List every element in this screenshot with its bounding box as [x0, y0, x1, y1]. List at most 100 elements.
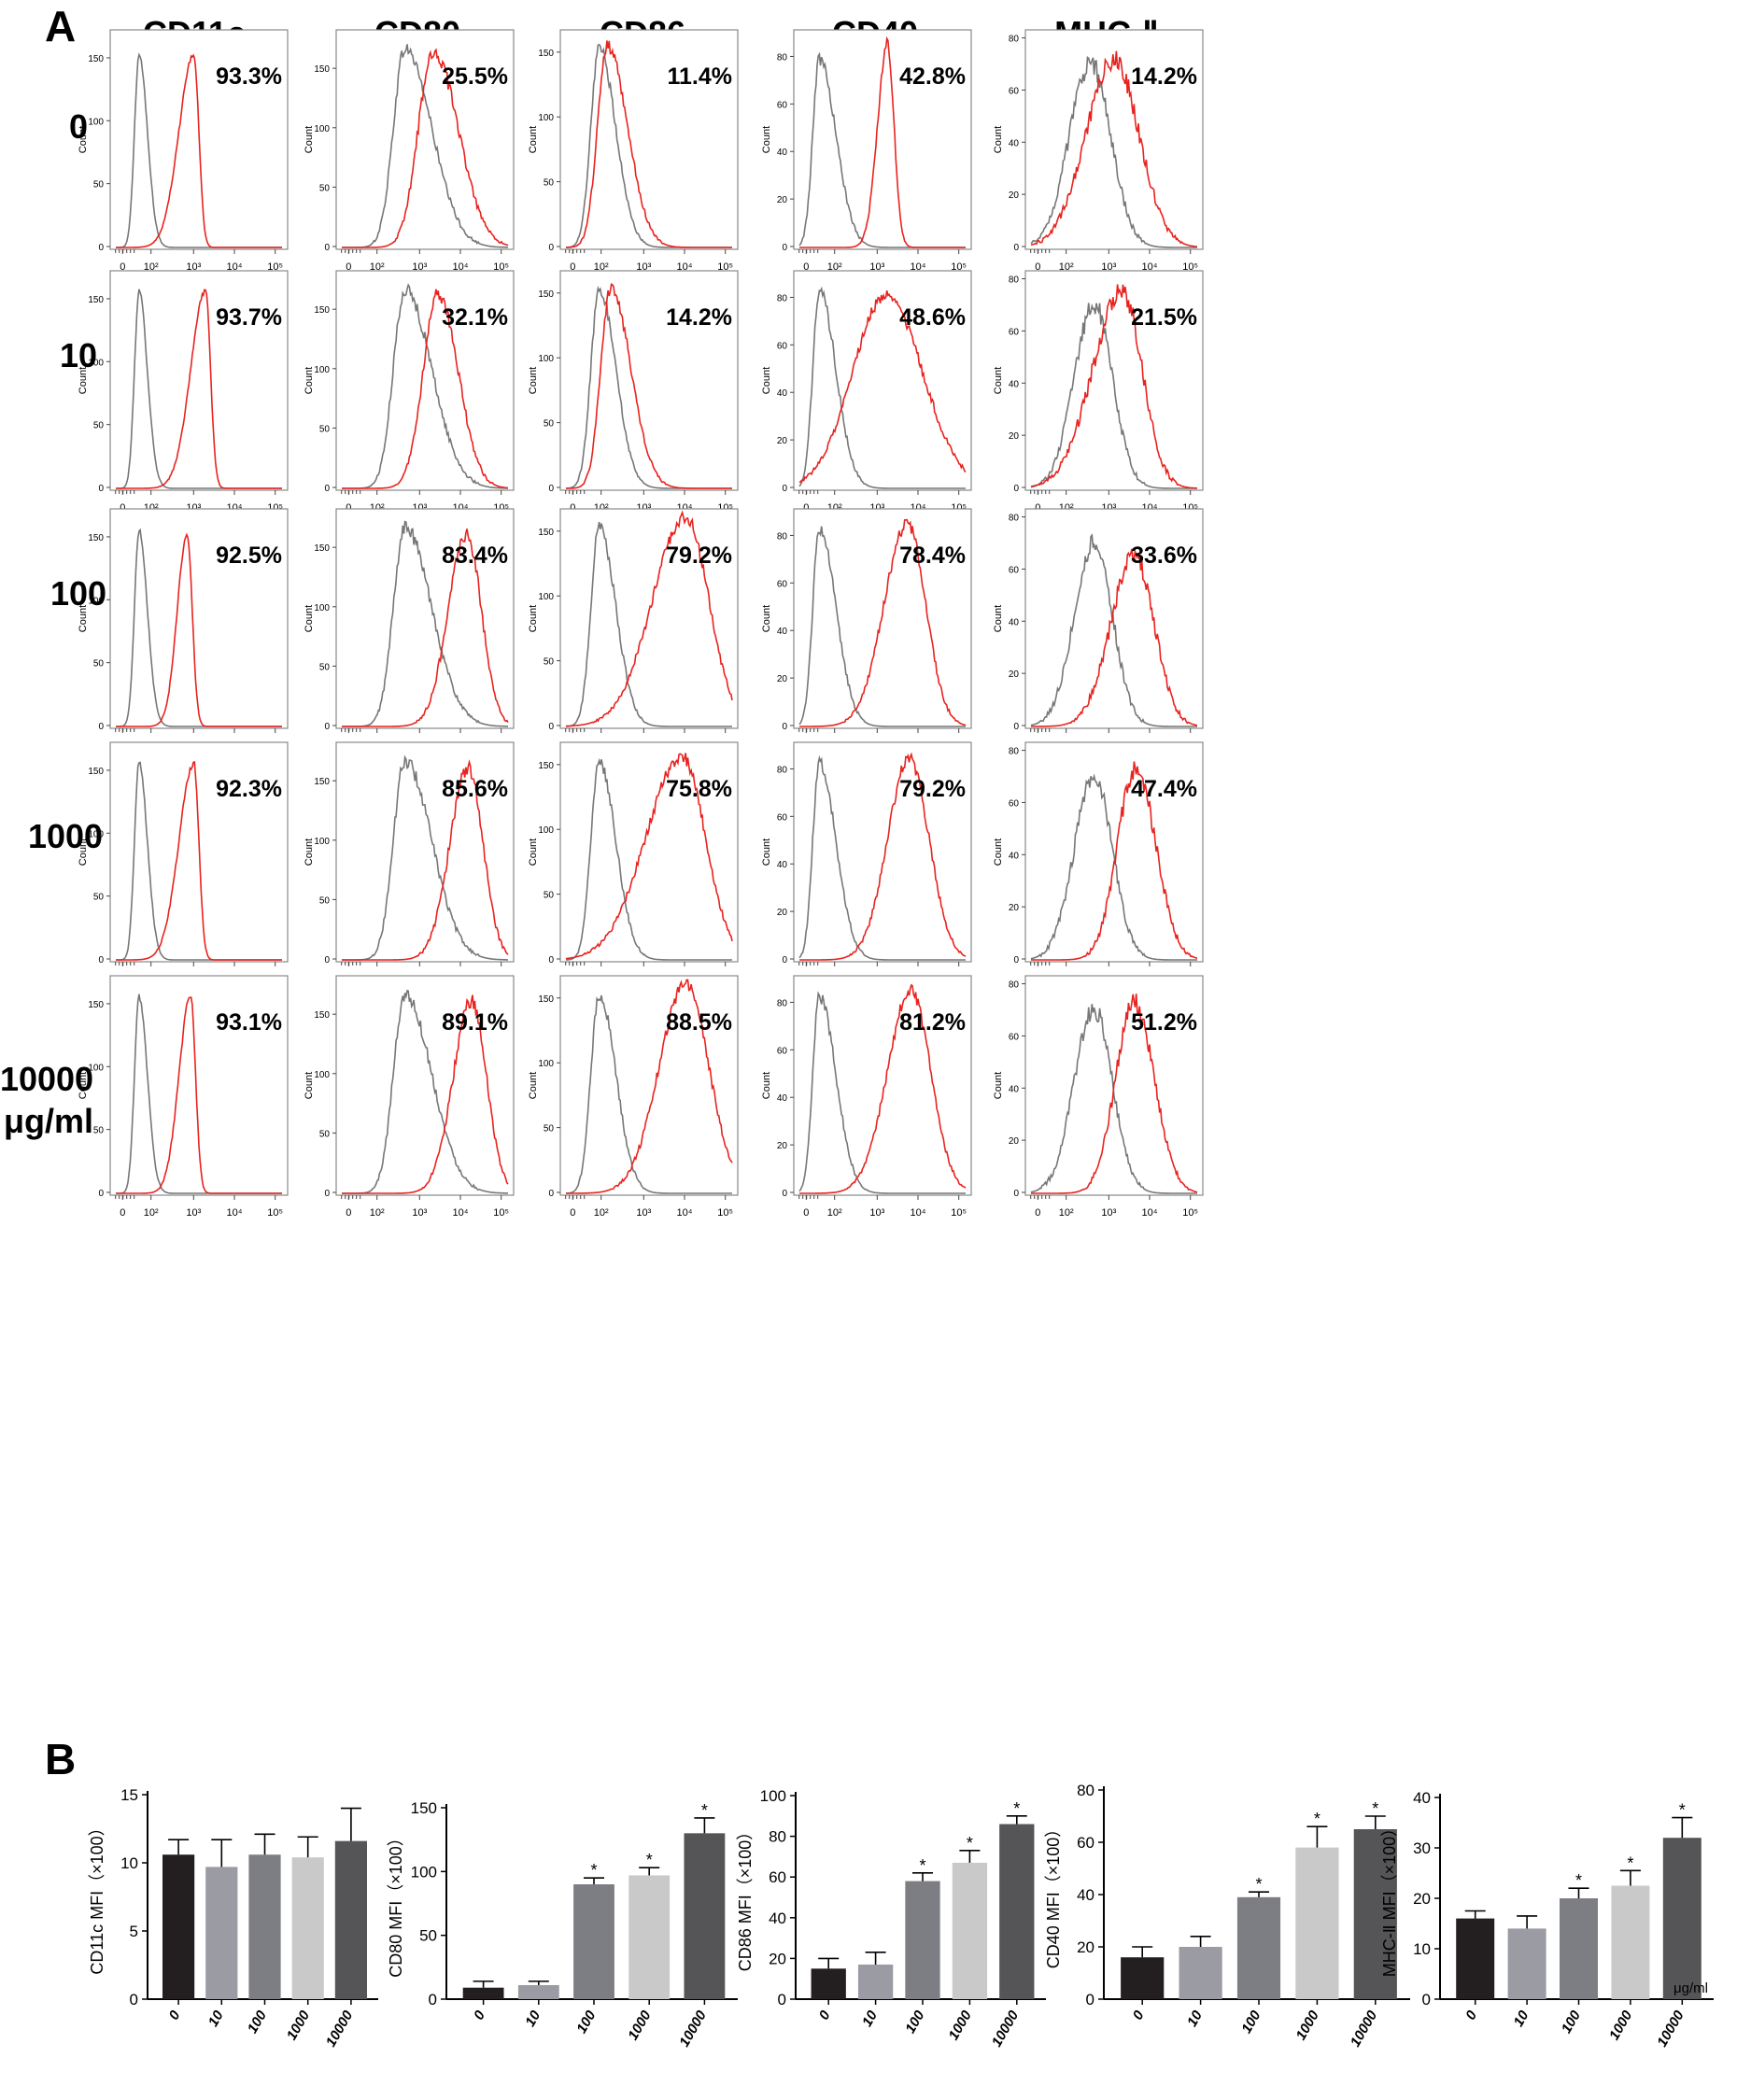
control-trace — [1030, 1004, 1197, 1194]
y-axis-label: Count — [78, 126, 89, 153]
plot-frame — [109, 975, 289, 1196]
y-axis-label: Count — [993, 367, 1004, 394]
significance-marker: * — [1679, 1801, 1686, 1820]
y-tick-label: 0 — [324, 243, 330, 253]
positive-percentage: 88.5% — [666, 1009, 732, 1036]
y-tick-label: 100 — [538, 113, 554, 123]
bar-10 — [205, 1867, 238, 1999]
y-tick-label: 50 — [93, 421, 105, 431]
x-tick-label: 10⁴ — [677, 1207, 693, 1219]
y-tick-label: 0 — [324, 955, 330, 965]
y-tick-label: 20 — [769, 1950, 786, 1967]
x-tick-label: 10000 — [676, 2008, 710, 2050]
x-tick-label: 10³ — [1101, 261, 1116, 273]
y-tick-label: 100 — [314, 1070, 330, 1080]
x-tick-label: 10³ — [636, 1207, 651, 1219]
plot-frame — [335, 29, 515, 250]
x-tick-label: 10⁴ — [453, 1207, 469, 1219]
bar-10 — [517, 1984, 559, 1999]
y-tick-label: 40 — [777, 627, 788, 637]
x-tick-label: 10² — [370, 1207, 385, 1219]
bar-chart-MHC-Ⅱ: 0 10 20 30 40 MHC-Ⅱ MFI（×100） 0 10 * 100 * 1000 * 100… — [1380, 1789, 1714, 2050]
panel-a-label: A — [45, 2, 76, 50]
bar-0 — [162, 1854, 195, 1999]
histogram-MHC-Ⅱ-10000: 0 20 40 60 80 Count 0 10² 10³ 10⁴ 10⁵ 51.2% — [993, 975, 1204, 1219]
y-tick-label: 0 — [130, 1991, 138, 2008]
y-tick-label: 100 — [538, 825, 554, 836]
x-tick-label: 10000 — [989, 2008, 1023, 2050]
x-tick-label: 10⁴ — [453, 261, 469, 273]
y-axis-label: Count — [761, 367, 772, 394]
y-tick-label: 150 — [538, 994, 554, 1005]
x-tick-label: 10² — [144, 261, 159, 273]
y-tick-label: 0 — [1422, 1991, 1431, 2008]
y-tick-label: 40 — [1009, 379, 1020, 389]
x-tick-label: 1000 — [1292, 2008, 1322, 2043]
plot-frame — [793, 975, 972, 1196]
y-tick-label: 10 — [120, 1854, 138, 1872]
bar-10 — [1507, 1928, 1546, 1999]
y-axis-label: Count — [304, 367, 315, 394]
significance-marker: * — [701, 1801, 708, 1820]
y-tick-label: 0 — [548, 955, 554, 965]
x-tick-label: 1000 — [1606, 2008, 1636, 2043]
y-axis-label: Count — [304, 605, 315, 632]
control-trace — [798, 526, 966, 727]
y-tick-label: 50 — [93, 893, 105, 903]
bar-100 — [1560, 1898, 1598, 1999]
positive-percentage: 89.1% — [442, 1009, 508, 1036]
stained-trace — [799, 983, 967, 1194]
x-tick-label: 10000 — [1348, 2008, 1381, 2050]
control-trace — [342, 754, 508, 961]
stained-trace — [799, 518, 967, 727]
bar-100 — [573, 1884, 614, 1999]
x-tick-label: 10⁴ — [677, 261, 693, 273]
stained-trace — [799, 35, 966, 248]
y-tick-label: 50 — [93, 659, 105, 669]
y-tick-label: 50 — [544, 1124, 555, 1135]
x-tick-label: 0 — [346, 1207, 351, 1219]
y-tick-label: 50 — [419, 1927, 437, 1945]
y-axis-label: Count — [993, 1072, 1004, 1099]
significance-marker: * — [1255, 1875, 1262, 1894]
significance-marker: * — [590, 1861, 597, 1880]
y-tick-label: 0 — [1013, 1189, 1019, 1199]
x-tick-label: 10⁴ — [227, 1207, 243, 1219]
bar-0 — [1121, 1957, 1165, 1999]
y-tick-label: 60 — [1009, 327, 1020, 337]
positive-percentage: 42.8% — [899, 63, 966, 90]
y-tick-label: 100 — [314, 603, 330, 613]
y-tick-label: 100 — [88, 117, 104, 127]
control-trace — [566, 521, 732, 727]
x-tick-label: 100 — [902, 2008, 928, 2037]
y-tick-label: 40 — [1413, 1789, 1431, 1807]
y-axis-label: Count — [304, 1072, 315, 1099]
y-axis-label: Count — [304, 839, 315, 866]
stained-trace — [565, 510, 733, 727]
positive-percentage: 21.5% — [1131, 304, 1197, 331]
y-tick-label: 0 — [98, 484, 104, 494]
x-tick-label: 10000 — [323, 2008, 357, 2050]
bar-10000 — [1662, 1838, 1702, 1999]
x-tick-label: 10² — [594, 1207, 609, 1219]
x-tick-label: 10² — [594, 261, 609, 273]
y-tick-label: 40 — [1009, 617, 1020, 627]
stained-trace — [342, 759, 509, 961]
y-tick-label: 150 — [411, 1799, 437, 1817]
x-tick-label: 0 — [803, 261, 809, 273]
plot-frame — [1024, 29, 1204, 250]
histogram-MHC-Ⅱ-1000: 020406080Count010²10³10⁴10⁵47.4% — [993, 741, 1204, 985]
positive-percentage: 83.4% — [442, 543, 508, 569]
stained-trace — [565, 753, 733, 960]
x-tick-label: 0 — [1035, 261, 1040, 273]
y-tick-label: 0 — [782, 484, 787, 494]
significance-marker: * — [1627, 1853, 1633, 1872]
y-axis-label: Count — [761, 1072, 772, 1099]
dose-label-100: 100 — [50, 574, 106, 613]
x-tick-label: 10⁵ — [493, 1207, 509, 1219]
y-tick-label: 60 — [777, 1046, 788, 1056]
y-tick-label: 40 — [777, 388, 788, 399]
